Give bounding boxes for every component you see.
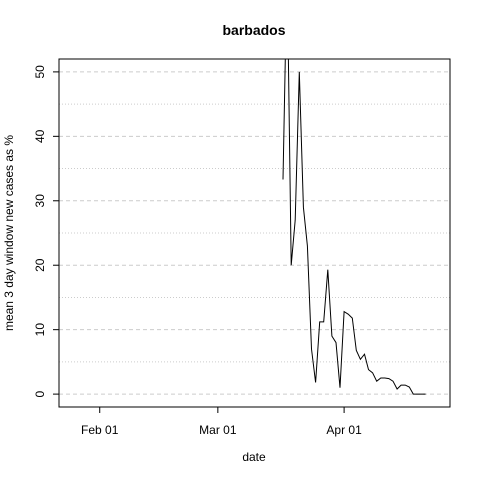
series-line: [282, 59, 426, 395]
y-tick-label: 20: [33, 258, 47, 272]
x-tick-label: Mar 01: [199, 423, 237, 437]
x-tick-label: Feb 01: [81, 423, 119, 437]
chart-title: barbados: [222, 22, 285, 38]
y-axis-label: mean 3 day window new cases as %: [2, 135, 16, 331]
y-tick-label: 10: [33, 323, 47, 337]
x-tick-label: Apr 01: [326, 423, 362, 437]
y-tick-label: 50: [33, 65, 47, 79]
x-axis-label: date: [242, 450, 266, 464]
y-tick-label: 40: [33, 129, 47, 143]
x-axis: Feb 01 Mar 01 Apr 01: [81, 407, 362, 437]
grid-lines: [59, 71, 450, 395]
y-tick-label: 0: [33, 390, 47, 397]
plot-frame: [58, 58, 451, 408]
y-axis: 0 10 20 30 40 50: [33, 65, 59, 397]
y-tick-label: 30: [33, 194, 47, 208]
